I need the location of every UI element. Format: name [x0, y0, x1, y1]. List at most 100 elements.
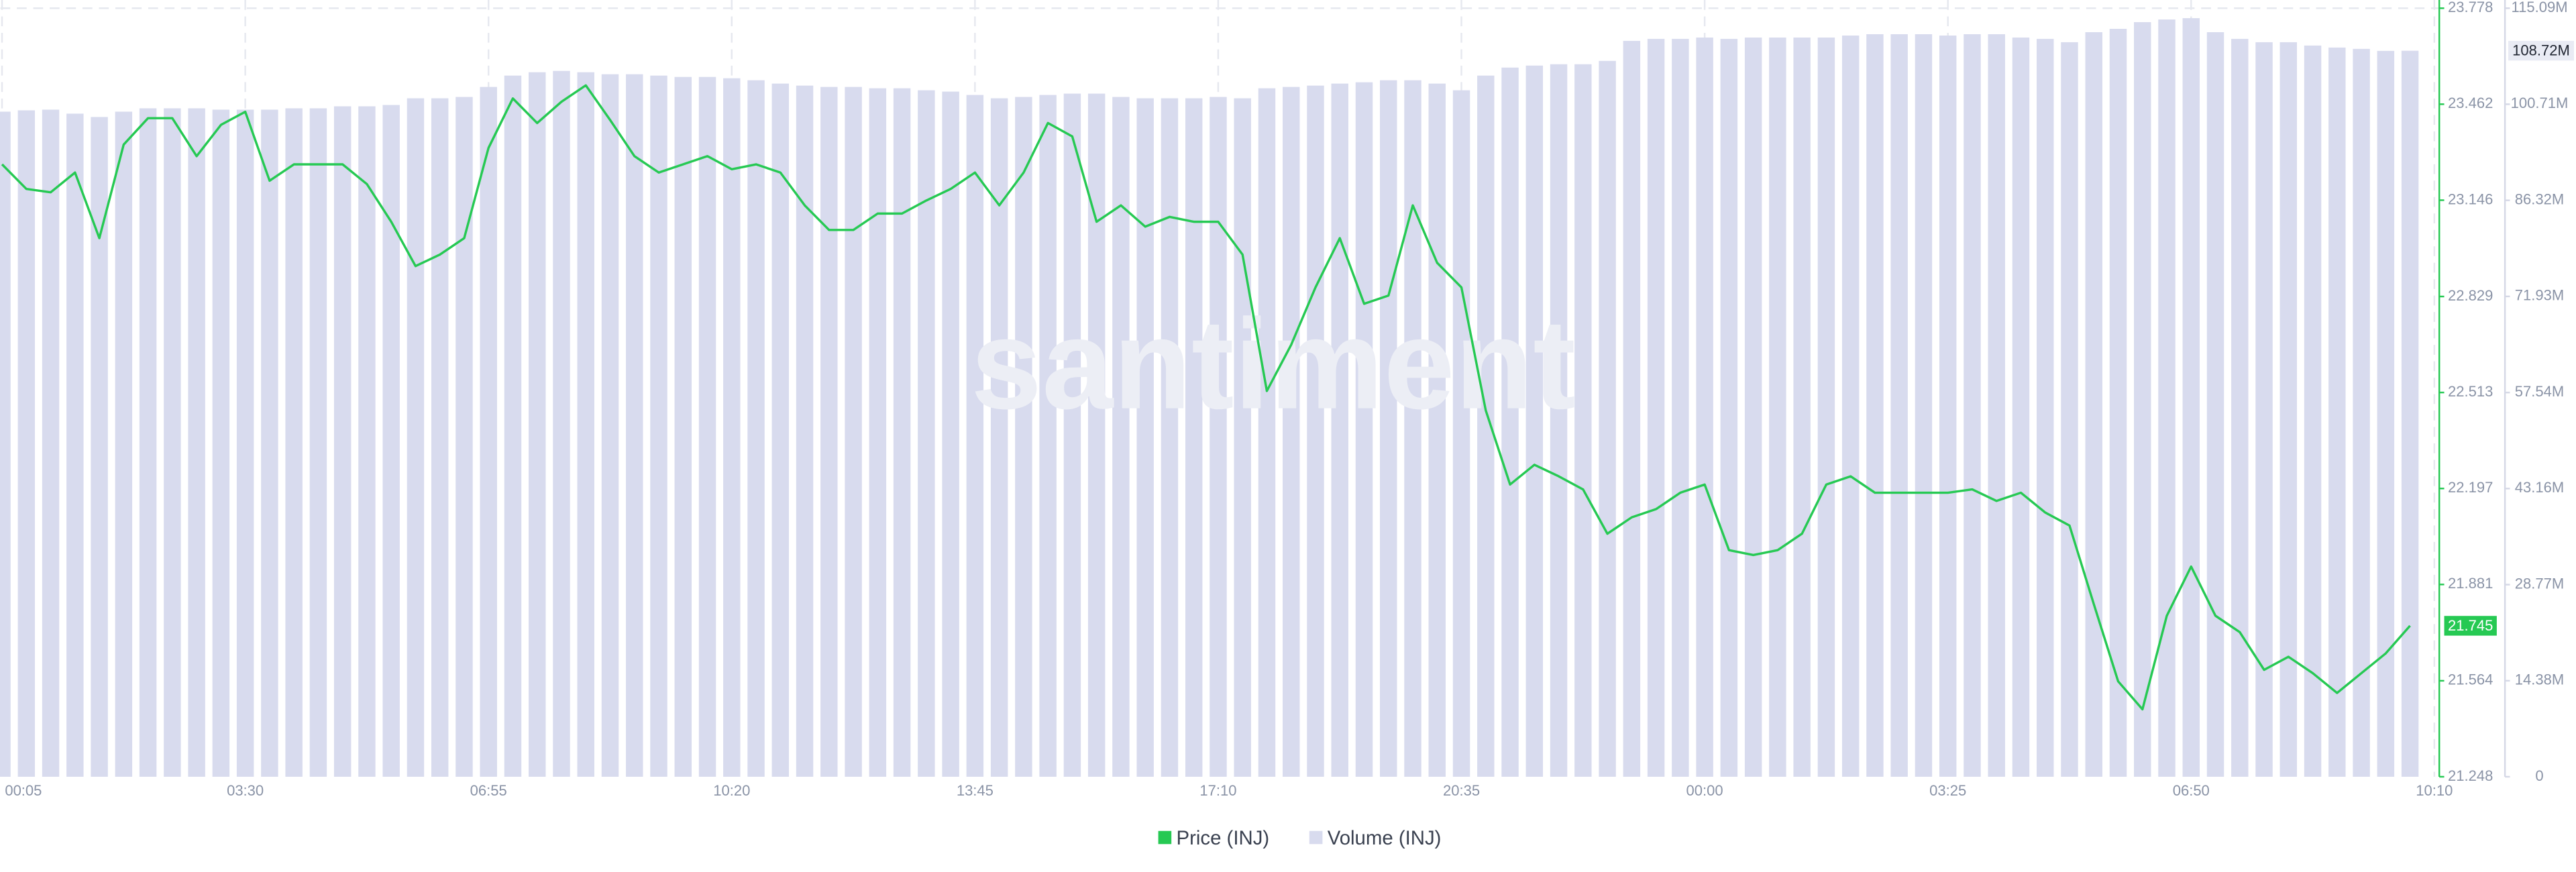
- volume-bar: [2328, 47, 2346, 777]
- volume-bar: [382, 105, 400, 777]
- x-tick-label: 17:10: [1199, 782, 1236, 799]
- y-tick-label: 23.146: [2448, 190, 2493, 207]
- volume-bar: [1039, 95, 1057, 777]
- price-tag-label: 21.745: [2448, 617, 2493, 634]
- y-tick-label: 21.881: [2448, 575, 2493, 592]
- volume-bar: [212, 109, 230, 777]
- x-tick-label: 20:35: [1443, 782, 1480, 799]
- volume-bar: [2206, 32, 2224, 777]
- y2-tick-label: 57.54M: [2515, 383, 2564, 400]
- volume-bar: [2182, 18, 2200, 777]
- x-tick-label: 03:30: [227, 782, 264, 799]
- volume-bar: [309, 108, 327, 777]
- volume-bar: [1574, 64, 1592, 777]
- volume-bar: [2279, 42, 2298, 777]
- volume-bar: [139, 108, 157, 777]
- volume-bar: [1210, 97, 1227, 777]
- volume-bar: [990, 98, 1008, 777]
- volume-bar: [771, 83, 790, 777]
- volume-bar: [1525, 65, 1544, 777]
- volume-bar: [601, 74, 619, 777]
- y2-tick-label: 43.16M: [2515, 479, 2564, 496]
- price-line: [1, 84, 2411, 711]
- legend-label: Price (INJ): [1177, 827, 1270, 849]
- volume-bar: [966, 95, 984, 777]
- volume-bar: [2134, 22, 2151, 777]
- volume-bar: [17, 110, 36, 777]
- volume-bar: [2085, 32, 2102, 777]
- y2-tick-label: 14.38M: [2515, 671, 2564, 688]
- y-tick-label: 23.778: [2448, 0, 2493, 15]
- volume-bar: [0, 111, 11, 777]
- volume-bar: [2012, 37, 2030, 777]
- volume-bar: [747, 80, 765, 777]
- volume-bar: [2036, 38, 2054, 777]
- volume-bar: [42, 109, 60, 777]
- volume-bar: [1161, 98, 1179, 777]
- volume-bar: [1234, 98, 1251, 777]
- volume-bar: [236, 109, 254, 777]
- watermark-group: santiment: [971, 293, 1576, 436]
- volume-bar: [2158, 19, 2176, 777]
- volume-bar: [164, 108, 181, 777]
- volume-bar: [1501, 67, 1519, 777]
- volume-bar: [1890, 34, 1908, 777]
- y-tick-label: 22.513: [2448, 383, 2493, 400]
- y-tick-label: 22.829: [2448, 287, 2493, 304]
- x-tick-label: 13:45: [957, 782, 994, 799]
- volume-bar: [1647, 38, 1665, 777]
- volume-bar: [2304, 45, 2322, 777]
- volume-bar: [796, 85, 814, 777]
- volume-bar: [1672, 38, 1689, 777]
- volume-bar: [1866, 34, 1884, 777]
- volume-bar: [1355, 82, 1373, 777]
- volume-bar: [1817, 37, 1835, 777]
- volume-bar: [942, 91, 959, 777]
- volume-bar: [1452, 90, 1470, 777]
- volume-bar: [261, 109, 278, 777]
- volume-bar: [188, 108, 205, 777]
- volume-bar: [455, 97, 473, 777]
- x-tick-label: 06:55: [470, 782, 507, 799]
- volume-bar: [674, 76, 692, 777]
- volume-bar: [577, 72, 594, 777]
- x-tick-label: 00:05: [5, 782, 42, 799]
- volume-bar: [1841, 35, 1860, 777]
- volume-bar: [1915, 34, 1933, 777]
- volume-bar: [845, 87, 862, 777]
- watermark: santiment: [971, 293, 1576, 436]
- legend-swatch: [1309, 830, 1323, 844]
- legend-swatch: [1158, 830, 1172, 844]
- x-tick-label: 06:50: [2173, 782, 2210, 799]
- volume-bar: [1428, 83, 1446, 777]
- volume-bar: [431, 98, 449, 777]
- volume-bar: [407, 98, 425, 777]
- volume-bar: [358, 106, 376, 777]
- volume-bar: [2377, 50, 2395, 777]
- volume-bar: [918, 90, 935, 777]
- volume-bar: [2061, 42, 2078, 777]
- volume-bar: [626, 74, 643, 777]
- volume-bar: [1599, 60, 1616, 777]
- volume-bar: [1769, 37, 1786, 777]
- volume-bar: [1793, 37, 1811, 777]
- volume-bar: [2353, 48, 2370, 777]
- volume-bar: [1988, 34, 2005, 777]
- x-tick-label: 10:20: [713, 782, 750, 799]
- volume-bar: [698, 76, 716, 777]
- volume-bar: [1380, 80, 1397, 777]
- volume-bar: [1331, 83, 1348, 777]
- volume-bar: [1136, 98, 1154, 777]
- y2-tick-label: 100.71M: [2511, 95, 2569, 111]
- volume-bar: [2231, 38, 2249, 777]
- y2-tick-label: 115.09M: [2512, 0, 2568, 15]
- volume-bar: [1258, 88, 1276, 777]
- volume-bar: [115, 111, 133, 777]
- volume-bar: [1964, 34, 1981, 777]
- volume-bar: [553, 70, 570, 777]
- volume-bar: [2109, 29, 2127, 777]
- volume-tag-label: 108.72M: [2512, 42, 2570, 59]
- volume-bar: [2401, 50, 2419, 777]
- volume-bar: [2255, 42, 2273, 777]
